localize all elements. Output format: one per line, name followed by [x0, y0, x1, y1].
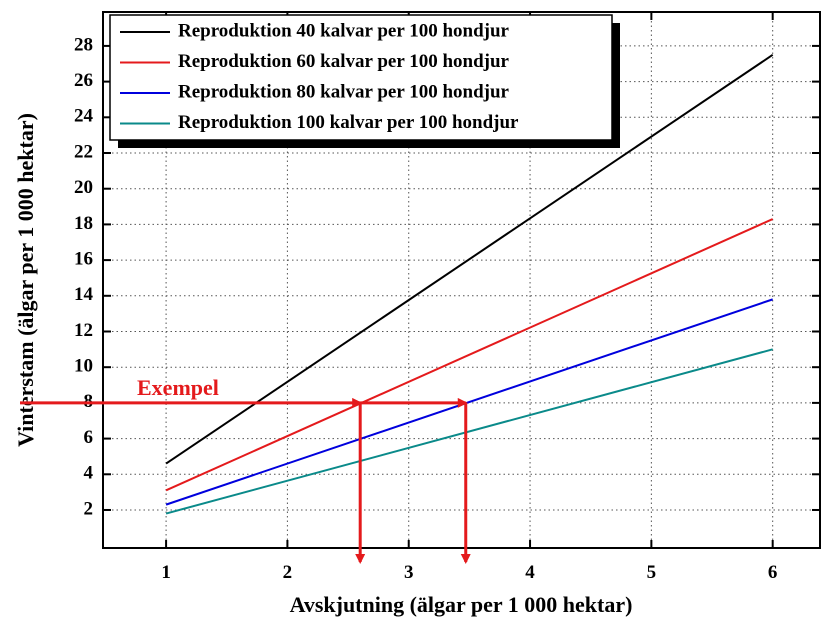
plot-lines — [165, 54, 774, 515]
x-tick-label: 6 — [768, 562, 778, 583]
y-tick-label: 12 — [74, 320, 93, 341]
y-tick-label: 6 — [84, 427, 94, 448]
annotation-label: Exempel — [137, 375, 219, 400]
legend: Reproduktion 40 kalvar per 100 hondjur Re… — [109, 14, 620, 148]
series-line — [165, 218, 774, 492]
legend-label: Reproduktion 80 kalvar per 100 hondjur — [178, 81, 510, 102]
y-axis-title: Vinterstam (älgar per 1 000 hektar) — [13, 113, 38, 447]
y-tick-label: 24 — [74, 106, 94, 127]
legend-label: Reproduktion 40 kalvar per 100 hondjur — [178, 20, 510, 41]
legend-label: Reproduktion 60 kalvar per 100 hondjur — [178, 51, 510, 72]
series-line — [165, 54, 774, 465]
x-tick-label: 3 — [404, 562, 414, 583]
plot-frame — [102, 11, 821, 549]
x-tick-label: 5 — [647, 562, 657, 583]
y-tick-label: 28 — [74, 34, 93, 55]
y-tick-label: 22 — [74, 141, 93, 162]
x-tick-label: 1 — [161, 562, 171, 583]
y-tick-label: 18 — [74, 213, 93, 234]
x-tick-label: 2 — [283, 562, 293, 583]
y-tick-label: 20 — [74, 177, 93, 198]
series-line — [165, 348, 773, 515]
y-tick-label: 26 — [74, 70, 93, 91]
y-tick-label: 16 — [74, 248, 93, 269]
legend-box — [109, 14, 613, 141]
x-tick-label: 4 — [525, 562, 535, 583]
y-tick-label: 4 — [84, 463, 94, 484]
y-tick-label: 2 — [84, 498, 94, 519]
series-line — [165, 298, 774, 506]
y-tick-label: 14 — [74, 284, 94, 305]
y-tick-label: 10 — [74, 356, 93, 377]
legend-label: Reproduktion 100 kalvar per 100 hondjur — [178, 112, 519, 133]
x-axis-title: Avskjutning (älgar per 1 000 hektar) — [290, 592, 633, 617]
